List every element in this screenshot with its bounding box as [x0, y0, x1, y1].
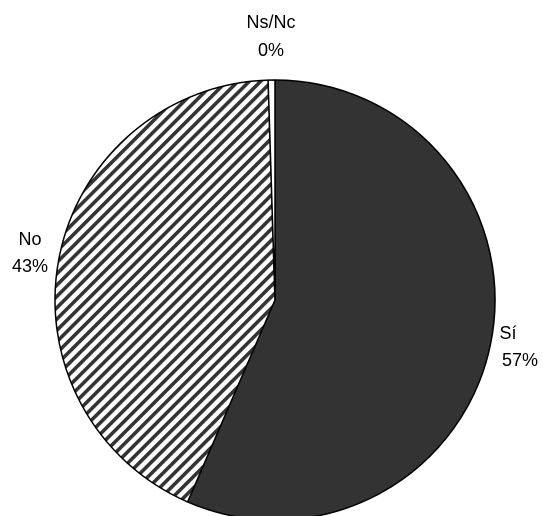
pie-slice-no	[54, 79, 276, 503]
pie-slice-nsnc	[267, 79, 276, 301]
pie-slices	[54, 79, 496, 516]
slice-value-si: 57%	[502, 350, 538, 370]
label-no: No 43%	[12, 229, 48, 276]
slice-value-no: 43%	[12, 256, 48, 276]
label-si: Sí 57%	[499, 323, 538, 370]
pie-slice-si	[186, 79, 496, 516]
label-nsnc: Ns/Nc 0%	[247, 12, 296, 60]
slice-label-no: No	[18, 229, 41, 249]
slice-label-si: Sí	[499, 323, 516, 343]
slice-value-nsnc: 0%	[258, 40, 284, 60]
slice-label-nsnc: Ns/Nc	[247, 12, 296, 32]
